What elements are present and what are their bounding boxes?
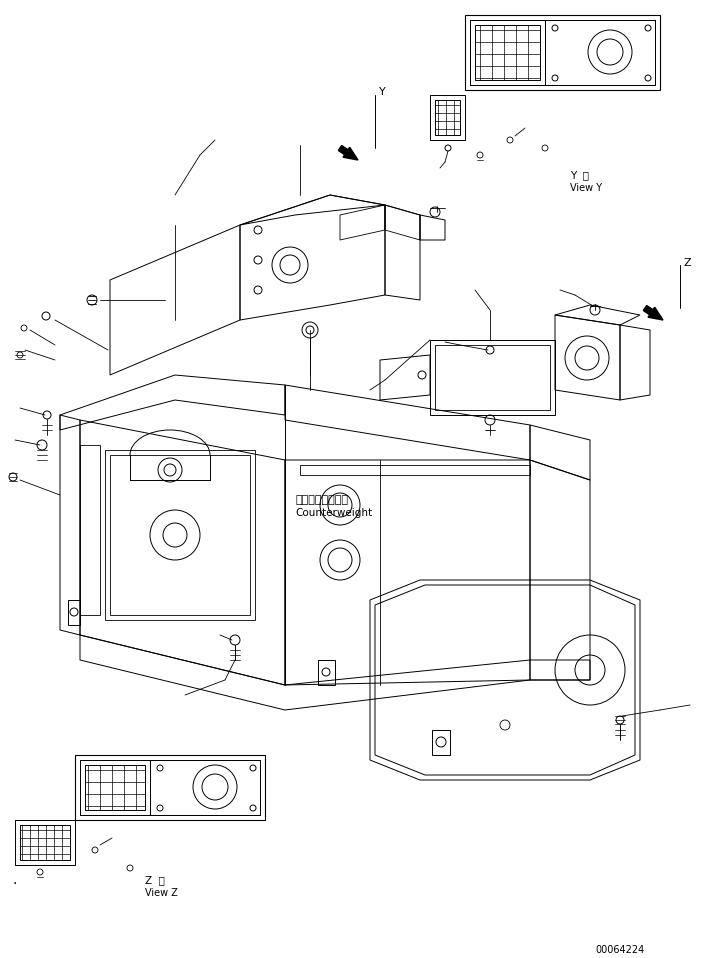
Text: View Y: View Y (570, 183, 602, 193)
FancyArrow shape (338, 146, 358, 160)
FancyArrow shape (644, 306, 663, 320)
Text: カウンタウェイト: カウンタウェイト (295, 495, 348, 505)
Text: .: . (12, 873, 17, 887)
Text: 00064224: 00064224 (595, 945, 644, 955)
Text: Z: Z (684, 258, 692, 268)
Text: Y  視: Y 視 (570, 170, 589, 180)
Text: Z  視: Z 視 (145, 875, 165, 885)
Text: Counterweight: Counterweight (295, 508, 372, 518)
Text: Y: Y (379, 87, 386, 97)
Text: View Z: View Z (145, 888, 178, 898)
